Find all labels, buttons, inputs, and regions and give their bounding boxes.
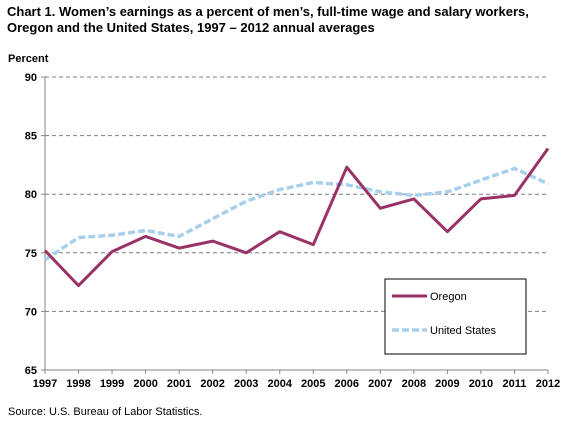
source-note: Source: U.S. Bureau of Labor Statistics. [8,406,203,418]
y-tick-label-85: 85 [25,131,37,143]
legend-box [384,278,527,355]
x-tick-label-2004: 2004 [267,378,292,390]
legend-label-oregon: Oregon [430,291,467,303]
chart-title-line-2: Oregon and the United States, 1997 – 201… [7,20,375,35]
x-tick-label-2002: 2002 [200,378,224,390]
y-tick-label-70: 70 [25,306,37,318]
y-tick-label-80: 80 [25,189,37,201]
x-tick-label-2000: 2000 [133,378,157,390]
x-tick-label-2008: 2008 [402,378,426,390]
series-line-oregon [43,147,550,288]
chart-title: Chart 1. Women’s earnings as a percent o… [7,4,567,36]
x-tick-label-2007: 2007 [368,378,392,390]
x-tick-label-1998: 1998 [66,378,90,390]
x-tick-label-2006: 2006 [335,378,359,390]
x-tick-label-1999: 1999 [100,378,124,390]
x-tick-label-2010: 2010 [469,378,493,390]
x-tick-label-1997: 1997 [33,378,57,390]
chart-title-line-1: Chart 1. Women’s earnings as a percent o… [7,4,529,19]
series-line-united-states [44,166,549,262]
x-tick-label-2009: 2009 [435,378,459,390]
x-tick-label-2012: 2012 [536,378,560,390]
x-tick-label-2011: 2011 [503,378,527,390]
legend-label-united-states: United States [430,325,497,337]
y-tick-label-65: 65 [25,365,37,377]
y-tick-label-90: 90 [25,72,37,84]
x-tick-label-2001: 2001 [167,378,191,390]
x-tick-label-2005: 2005 [301,378,325,390]
x-tick-label-2003: 2003 [234,378,258,390]
y-tick-label-75: 75 [25,248,37,260]
y-axis-label: Percent [8,53,49,65]
